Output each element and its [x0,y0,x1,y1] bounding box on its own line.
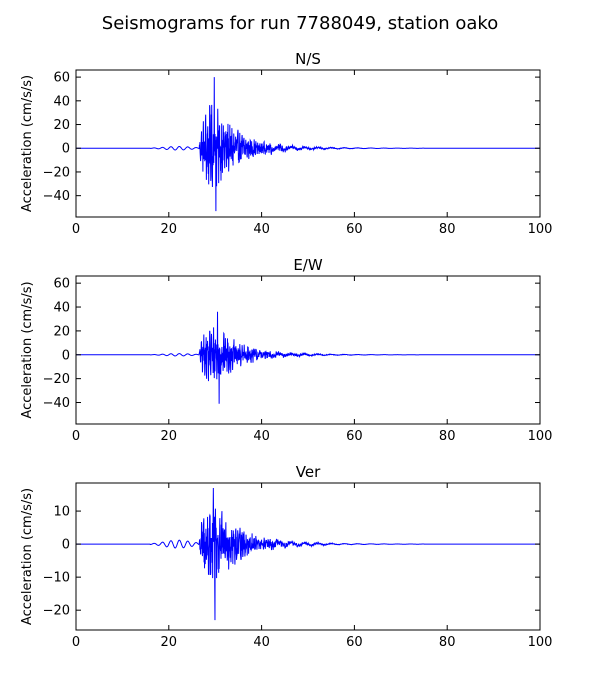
y-tick-label-ns: 20 [53,118,70,133]
y-tick-label-ver: 0 [62,538,70,553]
axes-frame-ew [75,275,541,425]
y-tick-label-ew: 0 [62,348,70,363]
x-tick-label-ver: 100 [528,635,553,650]
axes-frame-ver [75,482,541,631]
x-tick-label-ew: 20 [161,429,178,444]
y-tick-label-ew: 40 [53,301,70,316]
y-tick-label-ns: 40 [53,94,70,109]
y-tick-label-ns: 60 [53,71,70,86]
x-tick-label-ns: 100 [528,222,553,237]
figure-title: Seismograms for run 7788049, station oak… [102,13,498,34]
panel-title-ew: E/W [293,256,323,274]
y-tick-label-ew: −40 [43,396,70,411]
panel-ns: 0 20 40 60 80 100 −40 −20 0 20 40 60 N/S Acceleration… [20,50,552,237]
y-tick-label-ns: 0 [62,142,70,157]
y-tick-label-ew: −20 [43,372,70,387]
y-axis-label-ver: Acceleration (cm/s/s) [20,488,35,625]
y-tick-label-ns: −40 [43,189,70,204]
panels-group: 0 20 40 60 80 100−40−200204060N/SAcceleration… [20,50,552,650]
x-tick-label-ns: 20 [161,222,178,237]
x-tick-label-ver: 60 [346,635,363,650]
y-tick-label-ver: 10 [53,505,70,520]
y-tick-label-ver: −10 [43,571,70,586]
x-tick-label-ver: 20 [161,635,178,650]
series-line-ns [76,77,540,212]
x-tick-label-ns: 80 [439,222,456,237]
x-tick-label-ew: 40 [253,429,270,444]
x-tick-label-ns: 40 [253,222,270,237]
series-line-ew [76,311,540,404]
x-tick-label-ns: 0 [72,222,80,237]
panel-ver: 0 20 40 60 80 100 −20 −10 0 10 Ver Acceleration (cm… [20,463,552,650]
y-axis-label-ns: Acceleration (cm/s/s) [20,75,35,212]
panel-title-ver: Ver [296,463,321,481]
x-tick-label-ew: 100 [528,429,553,444]
x-tick-label-ver: 0 [72,635,80,650]
y-axis-label-ew: Acceleration (cm/s/s) [20,281,35,418]
y-tick-label-ns: −20 [43,165,70,180]
y-tick-label-ew: 20 [53,324,70,339]
x-tick-label-ns: 60 [346,222,363,237]
x-tick-label-ver: 40 [253,635,270,650]
x-tick-label-ew: 60 [346,429,363,444]
panel-title-ns: N/S [295,50,321,68]
x-tick-label-ew: 0 [72,429,80,444]
x-tick-label-ver: 80 [439,635,456,650]
series-line-ver [76,487,540,621]
axes-frame-ns [75,69,541,218]
y-tick-label-ver: −20 [43,604,70,619]
x-tick-label-ew: 80 [439,429,456,444]
panel-ew: 0 20 40 60 80 100 −40 −20 0 20 40 60 E/W Acceleration… [20,256,552,444]
y-tick-label-ew: 60 [53,277,70,292]
